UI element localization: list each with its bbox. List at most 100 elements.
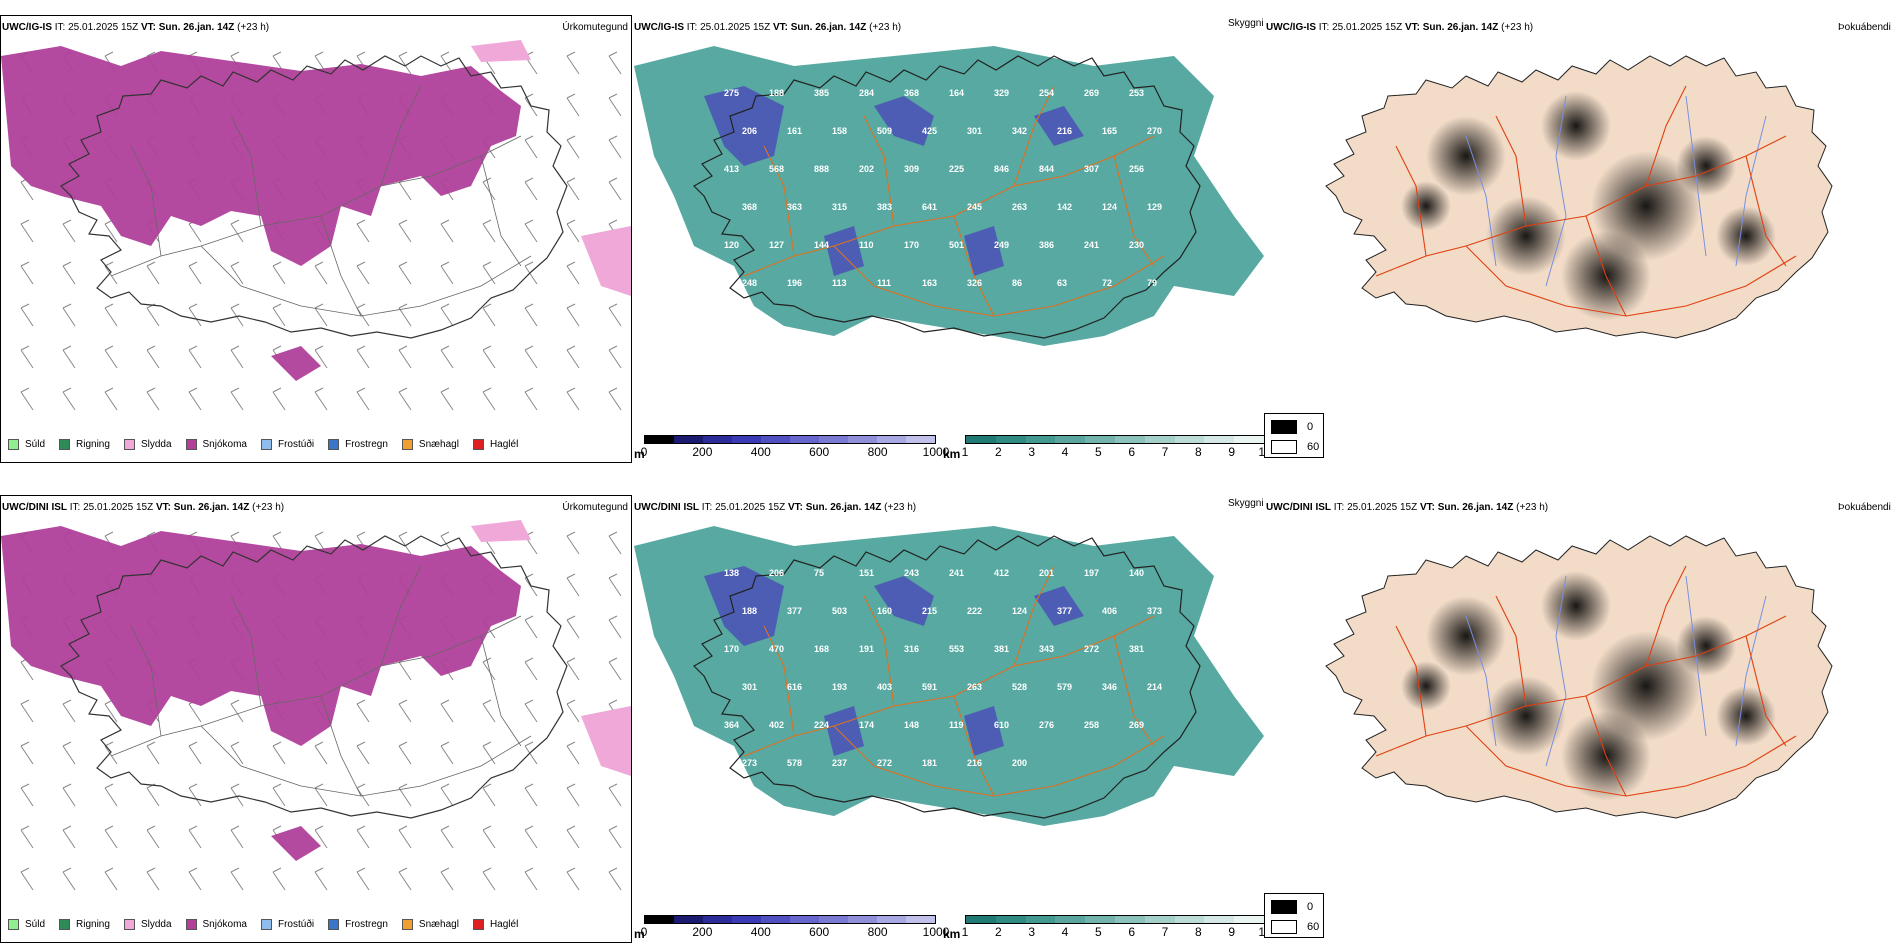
wind-barb <box>566 177 580 201</box>
wind-barb <box>608 135 622 159</box>
cloud-height-label: 202 <box>859 164 874 174</box>
cloud-height-label: 214 <box>1147 682 1162 692</box>
wind-barb <box>272 387 286 411</box>
scale-cell <box>645 916 674 923</box>
roads <box>743 85 1165 317</box>
precip-header: UWC/IG-IS IT: 25.01.2025 15Z VT: Sun. 26… <box>2 22 269 33</box>
wind-barb <box>524 303 538 327</box>
legend-swatch <box>401 439 413 450</box>
wind-barb <box>440 699 454 723</box>
scale-cell <box>819 916 848 923</box>
wind-barb <box>440 741 454 765</box>
wind-barb <box>356 825 370 849</box>
wind-barb <box>20 825 34 849</box>
cloud-height-label: 272 <box>1084 644 1099 654</box>
cloud-height-label: 403 <box>877 682 892 692</box>
cloud-height-label: 197 <box>1084 568 1099 578</box>
cloud-height-label: 342 <box>1012 126 1027 136</box>
visibility-scale-bar: 12345678910 <box>962 915 1272 939</box>
scale-cell <box>906 916 935 923</box>
cloud-height-label: 168 <box>814 644 829 654</box>
legend-swatch <box>472 439 484 450</box>
model-name: UWC/DINI ISL <box>634 502 699 513</box>
wind-barb <box>314 345 328 369</box>
cloud-height-label: 142 <box>1057 202 1072 212</box>
wind-barb <box>566 657 580 681</box>
wind-barb <box>230 699 244 723</box>
wind-barb <box>482 741 496 765</box>
legend-label: Snjókoma <box>202 439 247 450</box>
cloud-height-label: 119 <box>949 720 964 730</box>
model-name: UWC/IG-IS <box>634 22 684 33</box>
fog-blob <box>1426 596 1506 676</box>
fog-blob <box>1401 661 1451 711</box>
forecast-row: UWC/IG-IS IT: 25.01.2025 15Z VT: Sun. 26… <box>0 0 1900 470</box>
valid-time: Sun. 26.jan. 14Z <box>790 22 867 33</box>
fog-intensity <box>1401 91 1776 321</box>
wind-barb <box>482 303 496 327</box>
cloud-height-label: 161 <box>787 126 802 136</box>
scale-cell <box>790 916 819 923</box>
cloud-height-label: 191 <box>859 644 874 654</box>
wind-barb <box>146 261 160 285</box>
wind-barb <box>524 261 538 285</box>
scale-tick-label: 6 <box>1128 445 1135 459</box>
wind-barb <box>20 741 34 765</box>
wind-barb <box>20 345 34 369</box>
wind-barb <box>398 303 412 327</box>
precip-legend-item: Snjókoma <box>185 439 247 450</box>
wind-barb <box>314 303 328 327</box>
wind-barb <box>440 783 454 807</box>
fog-header: UWC/DINI ISL IT: 25.01.2025 15Z VT: Sun.… <box>1266 502 1548 513</box>
legend-label: Haglél <box>489 439 519 450</box>
cloud-height-label: 470 <box>769 644 784 654</box>
cloud-height-label: 402 <box>769 720 784 730</box>
legend-label: Rigning <box>76 439 110 450</box>
fog-map <box>1325 55 1833 339</box>
cloud-height-label: 120 <box>724 240 739 250</box>
wind-barbs <box>20 51 622 411</box>
scale-cell <box>674 916 703 923</box>
init-time: IT: 25.01.2025 15Z <box>686 22 771 33</box>
cloud-height-label: 216 <box>1057 126 1072 136</box>
cloud-height-label: 412 <box>994 568 1009 578</box>
wind-barb <box>398 699 412 723</box>
legend-swatch <box>328 439 340 450</box>
cloud-height-label: 591 <box>922 682 937 692</box>
fog-map <box>1325 535 1833 819</box>
cloud-height-label: 425 <box>922 126 937 136</box>
iceland-coastline <box>60 535 568 819</box>
wind-barb <box>230 345 244 369</box>
wind-barb <box>272 867 286 891</box>
wind-barb <box>608 303 622 327</box>
wind-barb <box>398 345 412 369</box>
wind-barb <box>356 387 370 411</box>
wind-barb <box>524 867 538 891</box>
fog-title: Þokuábendi <box>1838 22 1891 33</box>
scale-cell <box>790 436 819 443</box>
scale-tick-label: 5 <box>1094 445 1102 459</box>
wind-barb <box>482 345 496 369</box>
scale-tick-label: 600 <box>809 445 830 459</box>
scale-cell <box>703 436 732 443</box>
vis-unit: km <box>943 447 961 461</box>
cloud-height-label: 254 <box>1039 88 1054 98</box>
precip-title: Úrkomutegund <box>562 22 628 33</box>
roads <box>743 565 1165 797</box>
cloud-base-area <box>704 566 1084 756</box>
valid-time: Sun. 26.jan. 14Z <box>805 502 882 513</box>
cloud-height-label: 641 <box>922 202 937 212</box>
iceland-coastline <box>60 55 568 339</box>
legend-label: Snæhagl <box>418 439 459 450</box>
legend-label: Súld <box>25 919 46 930</box>
fog-blob <box>1486 676 1566 756</box>
valid-label: VT: <box>1404 22 1420 33</box>
scale-cell <box>848 916 877 923</box>
precip-legend-item: Frostregn <box>328 439 388 450</box>
fog-intensity <box>1401 571 1776 801</box>
scale-tick-label: 3 <box>1028 445 1035 459</box>
wind-barb <box>62 825 76 849</box>
snow-area <box>1 46 521 381</box>
lead-time: (+23 h) <box>237 22 270 33</box>
wind-barb <box>482 867 496 891</box>
